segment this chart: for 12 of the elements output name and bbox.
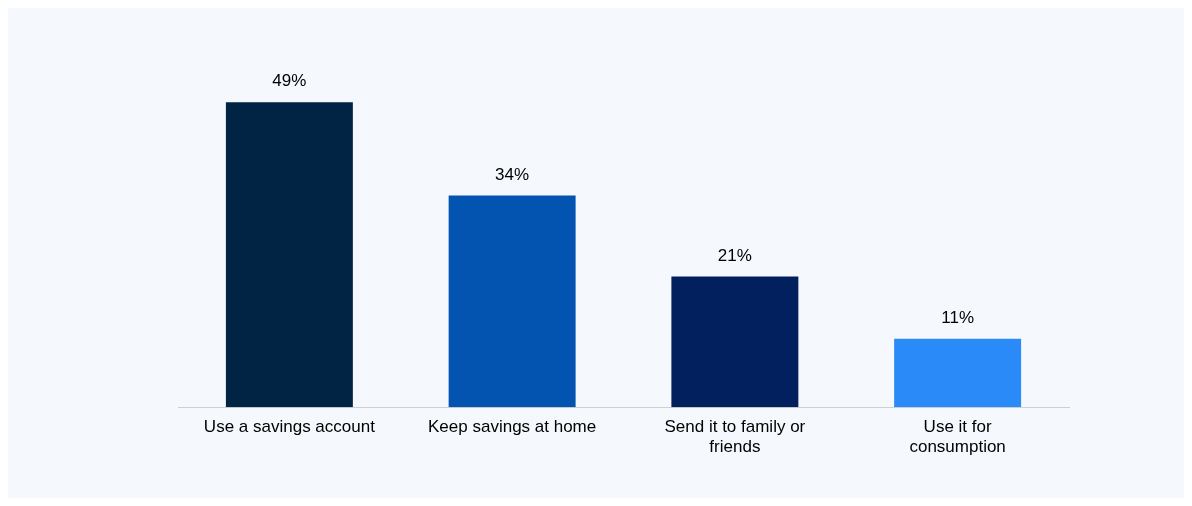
x-tick-label: Use a savings account [203,417,376,437]
data-label: 11% [941,307,975,327]
x-tick-label: Use it for consumption [909,417,1006,457]
bar [448,195,576,408]
data-label: 21% [717,245,752,265]
bar [225,102,353,408]
bar [671,276,799,408]
data-label: 49% [272,71,307,91]
data-label: 34% [495,164,530,184]
x-tick-label: Keep savings at home [428,417,597,437]
bar [894,338,1022,408]
x-tick-label: Send it to family or friends [664,417,806,457]
